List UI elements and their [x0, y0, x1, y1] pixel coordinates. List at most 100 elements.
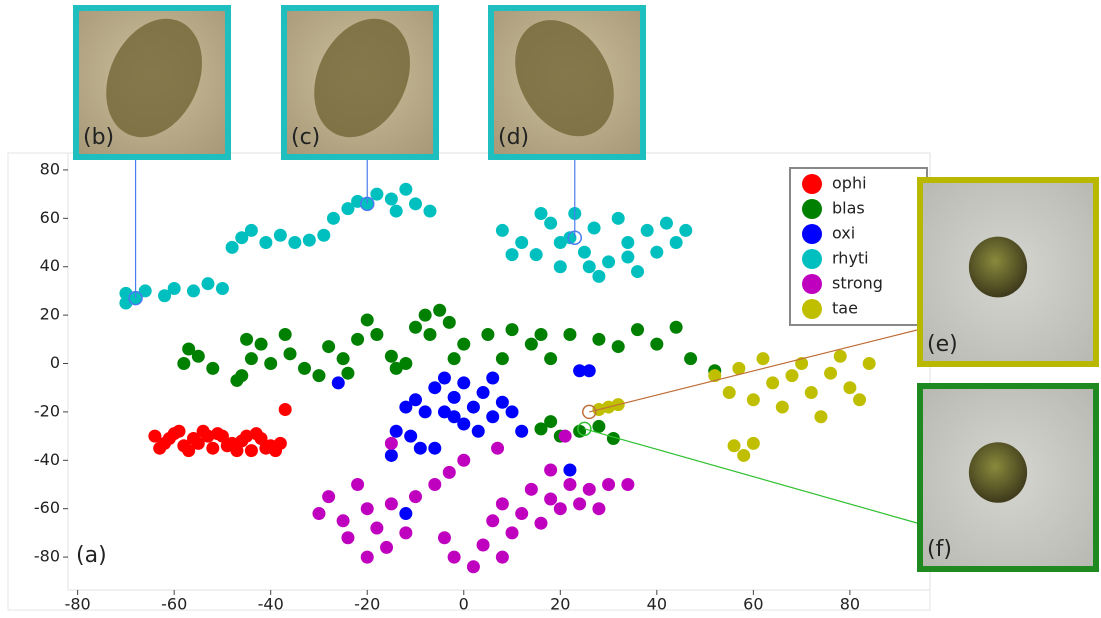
- legend-marker: [802, 174, 822, 194]
- point: [530, 248, 543, 261]
- point: [477, 538, 490, 551]
- legend-marker: [802, 249, 822, 269]
- y-tick-label: 60: [40, 208, 60, 227]
- x-tick-label: -40: [258, 595, 284, 614]
- point: [399, 526, 412, 539]
- point: [361, 551, 374, 564]
- point: [312, 507, 325, 520]
- point: [361, 502, 374, 515]
- point: [534, 517, 547, 530]
- point: [525, 483, 538, 496]
- point: [337, 352, 350, 365]
- point: [409, 197, 422, 210]
- point: [390, 425, 403, 438]
- point: [544, 415, 557, 428]
- point: [322, 490, 335, 503]
- point: [534, 207, 547, 220]
- point: [245, 352, 258, 365]
- chart: -80-60-40-20020406080-80-60-40-200204060…: [0, 0, 1101, 614]
- specimen: [969, 442, 1027, 502]
- point: [472, 425, 485, 438]
- point: [573, 364, 586, 377]
- point: [240, 430, 253, 443]
- point: [201, 277, 214, 290]
- point: [264, 357, 277, 370]
- point: [670, 321, 683, 334]
- point: [563, 463, 576, 476]
- point: [428, 381, 441, 394]
- point: [341, 531, 354, 544]
- inset: (c): [284, 3, 436, 157]
- point: [448, 391, 461, 404]
- point: [322, 340, 335, 353]
- point: [670, 236, 683, 249]
- point: [245, 224, 258, 237]
- point: [486, 410, 499, 423]
- point: [563, 478, 576, 491]
- point: [274, 229, 287, 242]
- y-tick-label: 40: [40, 256, 60, 275]
- point: [259, 236, 272, 249]
- point: [221, 439, 234, 452]
- point: [621, 478, 634, 491]
- x-tick-label: 40: [647, 595, 667, 614]
- point: [390, 362, 403, 375]
- point: [573, 497, 586, 510]
- point: [544, 217, 557, 230]
- point: [153, 442, 166, 455]
- inset-label: (d): [498, 125, 529, 150]
- inset-label: (b): [83, 125, 114, 150]
- point: [361, 313, 374, 326]
- y-tick-label: -20: [34, 401, 60, 420]
- inset: (d): [491, 2, 643, 157]
- specimen: [969, 237, 1027, 298]
- point: [303, 234, 316, 247]
- inset-label: (e): [927, 332, 958, 357]
- point: [370, 522, 383, 535]
- point: [684, 352, 697, 365]
- legend-marker: [802, 199, 822, 219]
- point: [631, 265, 644, 278]
- point: [631, 323, 644, 336]
- point: [385, 437, 398, 450]
- y-tick-label: -40: [34, 450, 60, 469]
- point: [457, 338, 470, 351]
- point: [506, 323, 519, 336]
- point: [163, 432, 176, 445]
- point: [544, 463, 557, 476]
- point: [602, 255, 615, 268]
- point: [385, 192, 398, 205]
- point: [805, 386, 818, 399]
- point: [206, 362, 219, 375]
- point: [428, 478, 441, 491]
- point: [525, 338, 538, 351]
- point: [385, 350, 398, 363]
- point: [650, 246, 663, 259]
- point: [747, 393, 760, 406]
- point: [182, 342, 195, 355]
- point: [515, 425, 528, 438]
- point: [409, 490, 422, 503]
- point: [496, 224, 509, 237]
- point: [423, 205, 436, 218]
- point: [776, 401, 789, 414]
- point: [824, 367, 837, 380]
- point: [438, 531, 451, 544]
- legend-label: blas: [832, 199, 865, 218]
- point: [496, 551, 509, 564]
- point: [612, 212, 625, 225]
- point: [728, 439, 741, 452]
- point: [650, 338, 663, 351]
- point: [177, 357, 190, 370]
- point: [467, 401, 480, 414]
- point: [443, 316, 456, 329]
- point: [843, 381, 856, 394]
- point: [621, 251, 634, 264]
- point: [554, 236, 567, 249]
- point: [660, 217, 673, 230]
- point: [496, 497, 509, 510]
- point: [457, 454, 470, 467]
- point: [592, 270, 605, 283]
- point: [583, 483, 596, 496]
